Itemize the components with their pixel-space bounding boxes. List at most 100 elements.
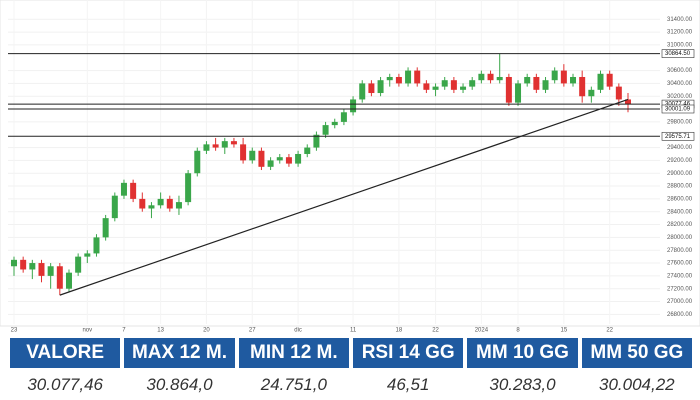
x-tick-label: 2024 [475,328,489,334]
stat-value: 30.864,0 [146,375,213,394]
level-label: 29575.71 [665,134,691,140]
x-tick-label: nov [82,328,92,334]
candle-body [20,259,27,270]
candle-body [331,121,338,126]
y-tick-label: 27400.00 [667,273,693,279]
candle-body [102,218,109,238]
candle-body [460,86,467,90]
y-tick-label: 26800.00 [667,312,693,318]
y-tick-label: 31400.00 [667,17,693,23]
candle-body [615,86,622,100]
candle-body [157,198,164,206]
candle-body [304,147,311,154]
y-tick-label: 29800.00 [667,119,693,125]
chart: 26800.00 27000.00 27200.00 27400.00 27600.00… [0,0,700,334]
y-tick-label: 28800.00 [667,184,693,190]
stat-header: MM 50 GG [581,338,692,368]
candle-body [130,182,137,199]
candle-body [377,80,384,94]
level-label-box [661,49,695,58]
candle-body [93,237,100,254]
stat-header: RSI 14 GG [353,338,464,368]
candle-body [212,144,219,148]
candle-body [505,76,512,103]
y-tick-label: 27000.00 [667,299,693,305]
candle-body [38,263,45,276]
candle-body [56,266,63,289]
stat-value: 46,51 [386,375,430,394]
candle-body [285,157,292,164]
x-tick-label: 13 [157,328,164,334]
level-label: 30077.46 [665,102,691,108]
candle-body [533,76,540,90]
candle-body [395,76,402,84]
stat-value: 24.751,0 [260,375,327,394]
x-tick-label: 11 [350,328,357,334]
candle-body [84,253,91,257]
candle-body [625,99,631,105]
candle-body [570,76,577,84]
x-tick-label: dic [294,328,302,334]
stat-header: MAX 12 M. [124,338,235,368]
candle-body [258,150,265,167]
candle-body [579,76,586,97]
candle-body [11,259,17,267]
y-tick-label: 30200.00 [667,94,693,100]
candle-body [414,70,421,84]
y-tick-label: 29200.00 [667,158,693,164]
stat-value: 30.077,46 [27,375,103,394]
candle-body [597,73,604,90]
level-label: 30001.09 [665,107,691,113]
y-tick-label: 29000.00 [667,171,693,177]
x-tick-label: 22 [606,328,613,334]
candle-body [148,205,155,209]
x-tick-label: 8 [516,328,520,334]
candle-body [441,80,448,87]
candle-body [295,153,302,164]
candle-body [359,83,366,100]
candle-body [515,83,522,103]
candle-body [432,86,439,90]
candle-body [542,80,549,90]
candle-body [249,150,256,161]
y-tick-label: 30600.00 [667,68,693,74]
candle-body [276,157,283,161]
candle-body [203,144,210,151]
candle-body [166,198,173,209]
y-tick-label: 31200.00 [667,30,693,36]
candle-body [551,70,558,81]
candle-body [185,173,192,203]
candle-body [221,141,228,148]
candle-body [469,80,476,87]
candle-body [524,76,531,84]
y-tick-label: 27800.00 [667,248,693,254]
stat-header: MM 10 GG [467,338,578,368]
candle-body [230,141,237,145]
candle-body [175,202,182,209]
candle-body [120,182,127,196]
y-tick-label: 28000.00 [667,235,693,241]
stat-header: MIN 12 M. [238,338,349,368]
candle-body [29,263,36,270]
plot-frame [0,0,700,327]
y-tick-label: 28600.00 [667,196,693,202]
x-tick-label: 15 [561,328,568,334]
y-tick-label: 28400.00 [667,209,693,215]
stat-value: 30.004,22 [599,375,675,394]
candle-body [65,272,72,289]
candle-body [322,125,329,135]
x-tick-label: 23 [11,328,18,334]
level-label-box [661,104,695,114]
trendline [59,98,629,296]
candle-body [368,83,375,94]
x-tick-label: 18 [396,328,403,334]
candle-body [313,134,320,148]
y-tick-label: 27200.00 [667,286,693,292]
candle-body [560,70,567,84]
x-tick-label: 22 [432,328,439,334]
candle-body [478,73,485,81]
candle-body [267,160,274,167]
candle-body [240,144,247,161]
y-tick-label: 31000.00 [667,42,693,48]
